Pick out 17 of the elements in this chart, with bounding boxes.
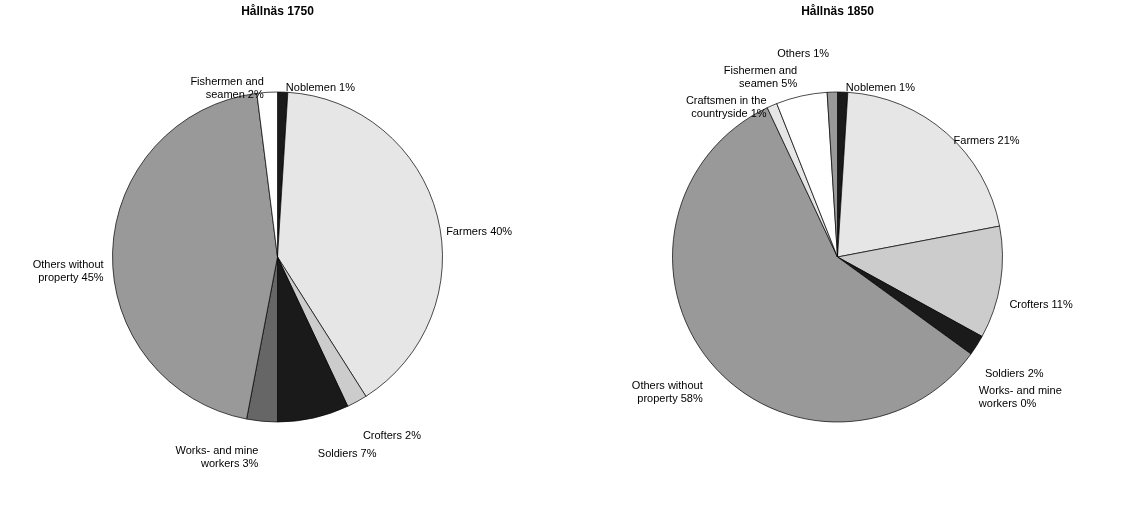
slice-label: Noblemen 1% <box>845 81 916 94</box>
chart-title: Hållnäs 1750 <box>241 4 315 18</box>
slice-label: Crofters 11% <box>1009 298 1073 311</box>
slice-label: Works- and mine workers 3% <box>175 443 259 469</box>
slice-label: Others without property 45% <box>32 257 104 283</box>
slice-label: Others 1% <box>777 46 830 59</box>
slice-label: Fishermen and seamen 2% <box>190 75 264 100</box>
slice-label: Farmers 21% <box>953 133 1020 146</box>
category-label: Works- and mine workers 0% <box>978 383 1062 409</box>
slice-label: Soldiers 2% <box>984 366 1044 379</box>
slice-label: Soldiers 7% <box>317 446 377 459</box>
slice-label: Farmers 40% <box>446 224 513 237</box>
slice-label: Others without property 58% <box>631 378 703 404</box>
slice-label: Fishermen and seamen 5% <box>723 63 798 89</box>
slice-label: Noblemen 1% <box>285 81 356 94</box>
slice-label: Crofters 2% <box>362 428 422 441</box>
chart-title: Hållnäs 1850 <box>801 4 875 18</box>
